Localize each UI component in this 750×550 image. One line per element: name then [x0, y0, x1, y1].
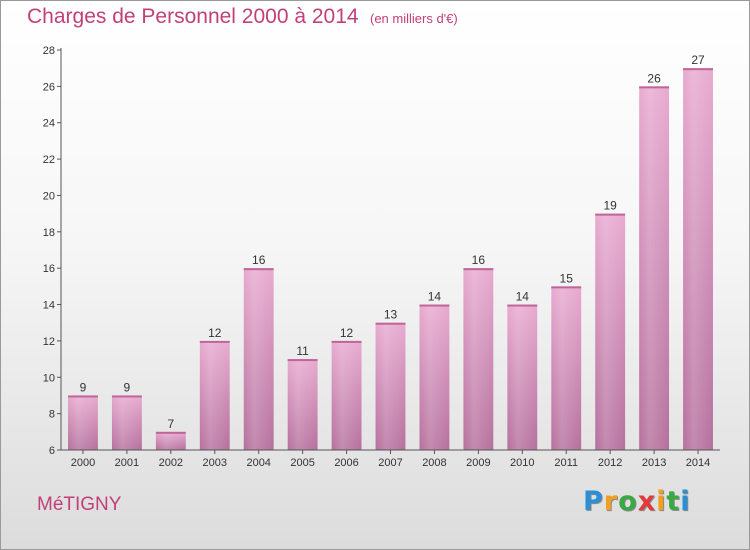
bar-shine	[331, 340, 362, 450]
place-name: MéTIGNY	[37, 494, 122, 515]
value-label: 12	[208, 326, 222, 340]
x-tick-label: 2010	[510, 457, 534, 469]
value-label: 19	[603, 199, 617, 213]
y-tick-label: 16	[43, 263, 55, 275]
y-tick-label: 8	[49, 409, 55, 421]
logo-letter: x	[637, 486, 657, 517]
bar-top-edge	[331, 340, 362, 343]
y-tick-label: 6	[49, 445, 55, 457]
x-tick-label: 2008	[422, 457, 446, 469]
value-label: 26	[647, 71, 661, 85]
y-tick-label: 28	[43, 45, 55, 57]
y-tick-label: 20	[43, 190, 55, 202]
x-tick-label: 2005	[290, 457, 314, 469]
x-tick-label: 2003	[203, 457, 227, 469]
bar-shine	[507, 304, 538, 450]
bar-top-edge	[463, 268, 494, 271]
logo-letter: o	[618, 486, 638, 517]
y-tick-label: 22	[43, 154, 55, 166]
bar-shine	[463, 268, 494, 450]
bar-shine	[68, 395, 98, 450]
logo-letter: P	[583, 486, 604, 517]
value-label: 14	[516, 290, 530, 304]
value-label: 9	[124, 380, 131, 394]
x-tick-label: 2011	[554, 457, 578, 469]
bar-top-edge	[199, 340, 230, 343]
bar-shine	[551, 286, 582, 450]
bar-top-edge	[375, 322, 406, 325]
y-tick-label: 14	[43, 300, 55, 312]
value-label: 16	[252, 253, 266, 267]
bar-top-edge	[243, 268, 274, 271]
value-label: 15	[560, 271, 574, 285]
value-label: 9	[80, 380, 87, 394]
value-label: 7	[167, 417, 174, 431]
y-tick-label: 26	[43, 81, 55, 93]
bar-top-edge	[683, 68, 713, 71]
bar-top-edge	[551, 286, 582, 289]
bar-shine	[243, 268, 274, 450]
y-tick-label: 12	[43, 336, 55, 348]
x-tick-label: 2001	[115, 457, 139, 469]
value-label: 12	[340, 326, 354, 340]
bar-top-edge	[68, 395, 98, 398]
bar-shine	[375, 322, 406, 450]
proxiti-logo: Proxiti	[583, 486, 691, 517]
bar-shine	[639, 86, 670, 450]
bar-shine	[287, 359, 318, 450]
x-tick-label: 2014	[686, 457, 710, 469]
bar-top-edge	[155, 431, 186, 434]
x-tick-label: 2009	[466, 457, 490, 469]
x-tick-label: 2007	[378, 457, 402, 469]
bar-shine	[155, 431, 186, 450]
bar-top-edge	[419, 304, 450, 307]
bar-shine	[111, 395, 142, 450]
bar-top-edge	[111, 395, 142, 398]
bar-shine	[199, 340, 230, 450]
bar-top-edge	[287, 359, 318, 362]
logo-letter: i	[680, 486, 691, 517]
y-tick-label: 18	[43, 227, 55, 239]
x-tick-label: 2004	[246, 457, 270, 469]
value-label: 13	[384, 308, 398, 322]
logo-letter: r	[603, 486, 619, 517]
bar-shine	[419, 304, 450, 450]
value-label: 14	[428, 290, 442, 304]
bar-shine	[683, 68, 713, 450]
value-label: 16	[472, 253, 486, 267]
chart-title: Charges de Personnel 2000 à 2014	[27, 5, 359, 28]
bar-top-edge	[595, 213, 626, 216]
bar-top-edge	[639, 86, 670, 89]
bar-top-edge	[507, 304, 538, 307]
x-tick-label: 2000	[71, 457, 95, 469]
chart-subtitle: (en milliers d'€)	[370, 11, 458, 26]
y-tick-label: 24	[43, 118, 55, 130]
x-tick-label: 2006	[334, 457, 358, 469]
x-tick-label: 2013	[642, 457, 666, 469]
logo-letter: i	[656, 486, 667, 517]
x-tick-label: 2002	[159, 457, 183, 469]
y-tick-label: 10	[43, 372, 55, 384]
value-label: 11	[296, 344, 309, 358]
bar-shine	[595, 213, 626, 450]
value-label: 27	[691, 53, 705, 67]
logo-letter: t	[666, 486, 681, 517]
x-tick-label: 2012	[598, 457, 622, 469]
